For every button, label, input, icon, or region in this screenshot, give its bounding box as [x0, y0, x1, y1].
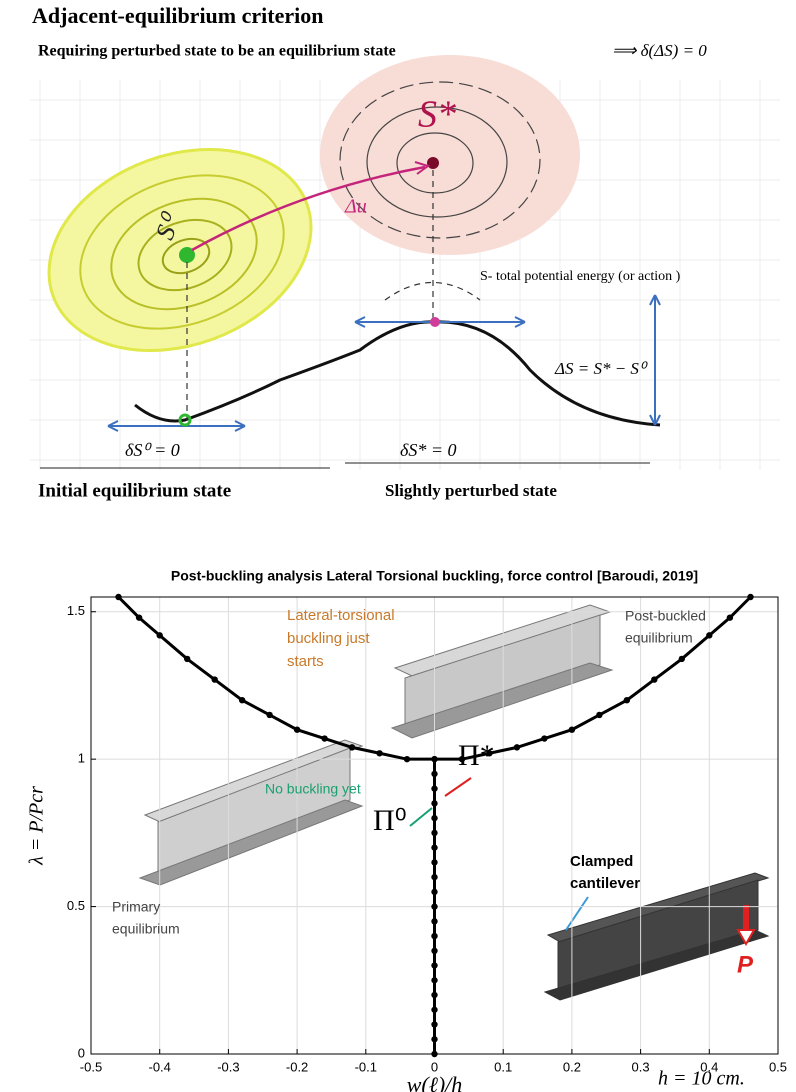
data-point	[239, 697, 245, 703]
page: Adjacent-equilibrium criterion Requiring…	[0, 0, 796, 1092]
x-tick-label: -0.5	[80, 1059, 102, 1074]
data-point	[431, 859, 437, 865]
initial-condition: δS⁰ = 0	[125, 440, 180, 460]
data-point	[706, 632, 712, 638]
data-point	[431, 771, 437, 777]
data-point	[679, 656, 685, 662]
diagram-formula: ⟹ δ(ΔS) = 0	[612, 41, 707, 60]
x-tick-label: 0.3	[632, 1059, 650, 1074]
data-point	[651, 676, 657, 682]
displacement-label: Δu	[344, 196, 367, 218]
delta-note: ΔS = S* − S⁰	[554, 359, 648, 378]
energy-contours-perturbed	[320, 55, 580, 255]
annotation: Π*	[458, 739, 495, 772]
x-tick-label: -0.1	[355, 1059, 377, 1074]
annotation: Post-buckled	[625, 608, 706, 624]
x-axis-label: w(ℓ)/h	[407, 1072, 463, 1092]
data-point	[294, 726, 300, 732]
data-point	[431, 800, 437, 806]
data-point	[431, 992, 437, 998]
data-point	[431, 977, 437, 983]
data-point	[596, 712, 602, 718]
x-tick-label: 0.2	[563, 1059, 581, 1074]
data-point	[404, 756, 410, 762]
data-point	[136, 614, 142, 620]
data-point	[514, 744, 520, 750]
annotation: cantilever	[570, 875, 640, 892]
annotation: No buckling yet	[265, 781, 361, 797]
annotation: Lateral-torsional	[287, 607, 395, 624]
data-point	[184, 656, 190, 662]
annotation: h = 10 cm.	[658, 1068, 745, 1090]
x-tick-label: -0.4	[148, 1059, 170, 1074]
data-point	[157, 632, 163, 638]
data-point	[431, 1021, 437, 1027]
diagram-title: Adjacent-equilibrium criterion	[32, 3, 323, 28]
perturbed-condition: δS* = 0	[400, 440, 457, 460]
data-point	[431, 874, 437, 880]
data-point	[431, 830, 437, 836]
data-point	[431, 815, 437, 821]
x-tick-label: 0.1	[494, 1059, 512, 1074]
y-tick-label: 1.5	[67, 603, 85, 618]
y-tick-label: 1	[78, 751, 85, 766]
data-point	[431, 889, 437, 895]
data-point	[211, 676, 217, 682]
perturbed-point	[430, 317, 440, 327]
data-point	[431, 903, 437, 909]
initial-caption: Initial equilibrium state	[38, 480, 231, 501]
data-point	[624, 697, 630, 703]
x-tick-label: -0.3	[217, 1059, 239, 1074]
data-point	[747, 594, 753, 600]
data-point	[431, 785, 437, 791]
diagram-subtitle: Requiring perturbed state to be an equil…	[38, 43, 396, 60]
data-point	[376, 750, 382, 756]
data-point	[349, 744, 355, 750]
data-point	[727, 614, 733, 620]
y-tick-label: 0	[78, 1045, 85, 1060]
annotation: equilibrium	[112, 921, 180, 937]
annotation: equilibrium	[625, 630, 693, 646]
data-point	[431, 756, 437, 762]
perturbed-caption: Slightly perturbed state	[385, 481, 557, 500]
energy-note: S- total potential energy (or action )	[480, 269, 681, 284]
chart-title: Post-buckling analysis Lateral Torsional…	[171, 568, 698, 584]
y-axis-label: λ = P/Pcr	[26, 786, 48, 866]
annotation: buckling just	[287, 630, 370, 647]
y-tick-label: 0.5	[67, 898, 85, 913]
data-point	[431, 1051, 437, 1057]
data-point	[431, 844, 437, 850]
annotation: Π⁰	[373, 804, 407, 837]
data-point	[431, 962, 437, 968]
data-point	[431, 1036, 437, 1042]
data-point	[569, 726, 575, 732]
data-point	[431, 918, 437, 924]
x-tick-label: 0.5	[769, 1059, 787, 1074]
data-point	[431, 948, 437, 954]
data-point	[431, 933, 437, 939]
data-point	[541, 735, 547, 741]
data-point	[431, 1007, 437, 1013]
annotation: P	[737, 951, 754, 978]
annotation: Clamped	[570, 853, 633, 870]
data-point	[321, 735, 327, 741]
annotation: starts	[287, 653, 324, 670]
annotation: Primary	[112, 899, 160, 915]
perturbed-label: S*	[418, 94, 456, 136]
data-point	[266, 712, 272, 718]
data-point	[115, 594, 121, 600]
x-tick-label: -0.2	[286, 1059, 308, 1074]
